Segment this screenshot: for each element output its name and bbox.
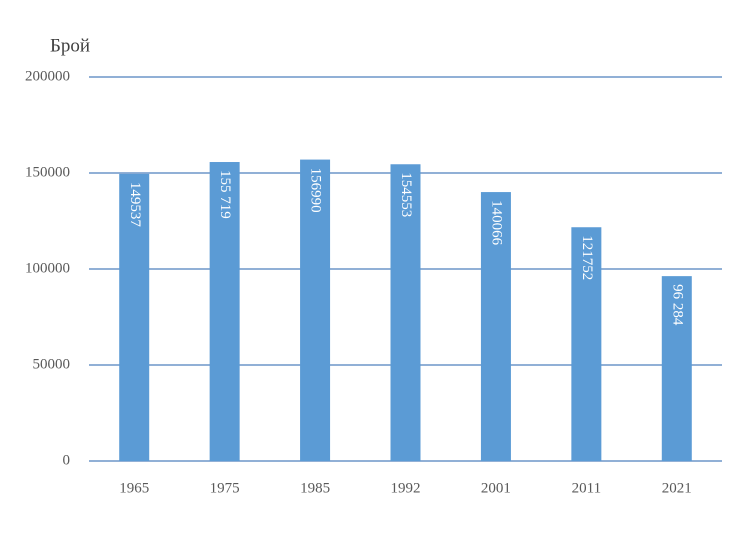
y-tick-label: 0 [63, 452, 71, 468]
x-tick-label: 1992 [391, 480, 421, 496]
bar [390, 164, 421, 461]
x-tick-label: 2011 [572, 480, 601, 496]
x-tick-label: 1975 [210, 480, 240, 496]
bar [571, 227, 602, 461]
bar [661, 276, 692, 461]
y-tick-label: 150000 [25, 164, 70, 180]
value-label: 96 284 [669, 284, 685, 326]
y-axis-label: Брой [50, 35, 90, 56]
x-tick-label: 1965 [119, 480, 149, 496]
value-label: 149537 [127, 182, 143, 228]
y-tick-label: 100000 [25, 260, 70, 276]
bar [209, 162, 240, 461]
bar [119, 173, 150, 461]
value-label: 140066 [488, 200, 504, 246]
value-label: 155 719 [217, 170, 233, 219]
value-label: 121752 [579, 235, 595, 280]
x-tick-label: 2001 [481, 480, 511, 496]
value-label: 156990 [308, 168, 324, 213]
y-tick-label: 50000 [33, 356, 71, 372]
y-tick-label: 200000 [25, 68, 70, 84]
bar [480, 192, 511, 461]
bar [300, 159, 331, 461]
x-tick-label: 1985 [300, 480, 330, 496]
value-label: 154553 [398, 172, 414, 217]
x-tick-label: 2021 [662, 480, 692, 496]
